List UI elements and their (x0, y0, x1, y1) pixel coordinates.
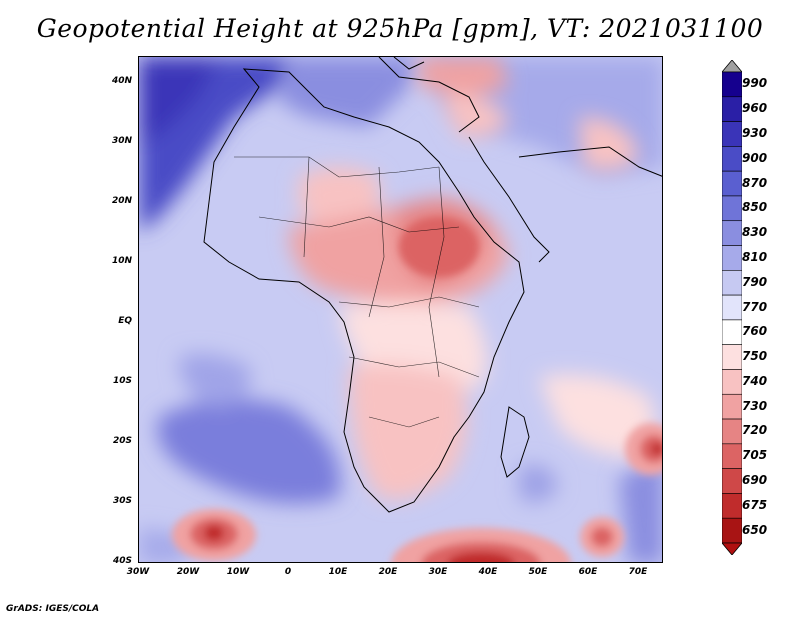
colorbar-swatch (722, 96, 742, 122)
colorbar-swatch (722, 319, 742, 345)
colorbar-swatch (722, 493, 742, 519)
lon-label-10w: 10W (226, 567, 250, 577)
geopotential-height-map (139, 57, 662, 562)
colorbar-label: 720 (742, 423, 768, 438)
colorbar-swatch (722, 418, 742, 445)
colorbar-label: 960 (742, 101, 768, 116)
colorbar-swatch (722, 294, 742, 321)
colorbar-swatch (722, 393, 742, 420)
lat-label-10n: 10N (111, 256, 132, 266)
colorbar-label: 740 (742, 373, 768, 388)
colorbar-bottom-arrow (722, 542, 742, 555)
lon-label-40e: 40E (478, 567, 498, 577)
colorbar-label: 790 (742, 274, 768, 289)
colorbar-swatch (722, 245, 742, 271)
lat-label-40s: 40S (112, 556, 132, 566)
colorbar-label: 770 (742, 299, 768, 314)
lat-label-20s: 20S (112, 436, 132, 446)
colorbar-swatch (722, 468, 742, 494)
colorbar-label: 690 (742, 473, 768, 488)
lat-label-20n: 20N (111, 196, 132, 206)
colorbar-label: 730 (742, 398, 768, 413)
lat-label-eq: EQ (118, 316, 132, 326)
colorbar-swatch (722, 369, 742, 395)
colorbar-label: 900 (742, 150, 768, 165)
colorbar-label: 870 (742, 175, 768, 190)
colorbar-label: 850 (742, 200, 768, 215)
colorbar-label: 675 (742, 497, 768, 512)
colorbar-swatch (722, 146, 742, 172)
lat-label-30n: 30N (111, 136, 132, 146)
lat-label-40n: 40N (111, 76, 132, 86)
lon-label-50e: 50E (528, 567, 548, 577)
colorbar-swatch (722, 220, 742, 246)
colorbar-label: 810 (742, 249, 768, 264)
colorbar-label: 650 (742, 522, 768, 537)
colorbar-label: 705 (742, 448, 768, 463)
coastlines (203, 57, 662, 513)
colorbar-label: 990 (742, 76, 768, 91)
colorbar-swatch (722, 270, 742, 296)
colorbar-swatch (722, 344, 742, 370)
colorbar-label: 760 (742, 324, 768, 339)
colorbar-label: 750 (742, 349, 768, 364)
lon-label-30w: 30W (126, 567, 150, 577)
colorbar-label: 830 (742, 225, 768, 240)
colorbar (722, 60, 742, 555)
colorbar-swatch (722, 71, 742, 98)
colorbar-swatches (722, 60, 742, 555)
lat-label-10s: 10S (112, 376, 132, 386)
country-borders (234, 156, 480, 428)
colorbar-swatch (722, 195, 742, 222)
lon-label-60e: 60E (578, 567, 598, 577)
lon-label-20e: 20E (378, 567, 398, 577)
lon-label-30e: 30E (428, 567, 448, 577)
colorbar-swatch (722, 121, 742, 147)
grads-credit: GrADS: IGES/COLA (6, 604, 100, 614)
lat-label-30s: 30S (112, 496, 132, 506)
lon-label-10e: 10E (328, 567, 348, 577)
colorbar-swatch (722, 443, 742, 469)
map-plot-area (138, 56, 663, 563)
colorbar-label: 930 (742, 125, 768, 140)
colorbar-top-arrow (722, 60, 742, 73)
colorbar-swatch (722, 170, 742, 197)
lon-label-70e: 70E (628, 567, 648, 577)
lon-label-20w: 20W (176, 567, 200, 577)
map-title: Geopotential Height at 925hPa [gpm], VT:… (36, 14, 764, 43)
lon-label-0: 0 (284, 567, 292, 577)
low-pressure-cores (172, 217, 662, 562)
colorbar-swatch (722, 517, 742, 544)
